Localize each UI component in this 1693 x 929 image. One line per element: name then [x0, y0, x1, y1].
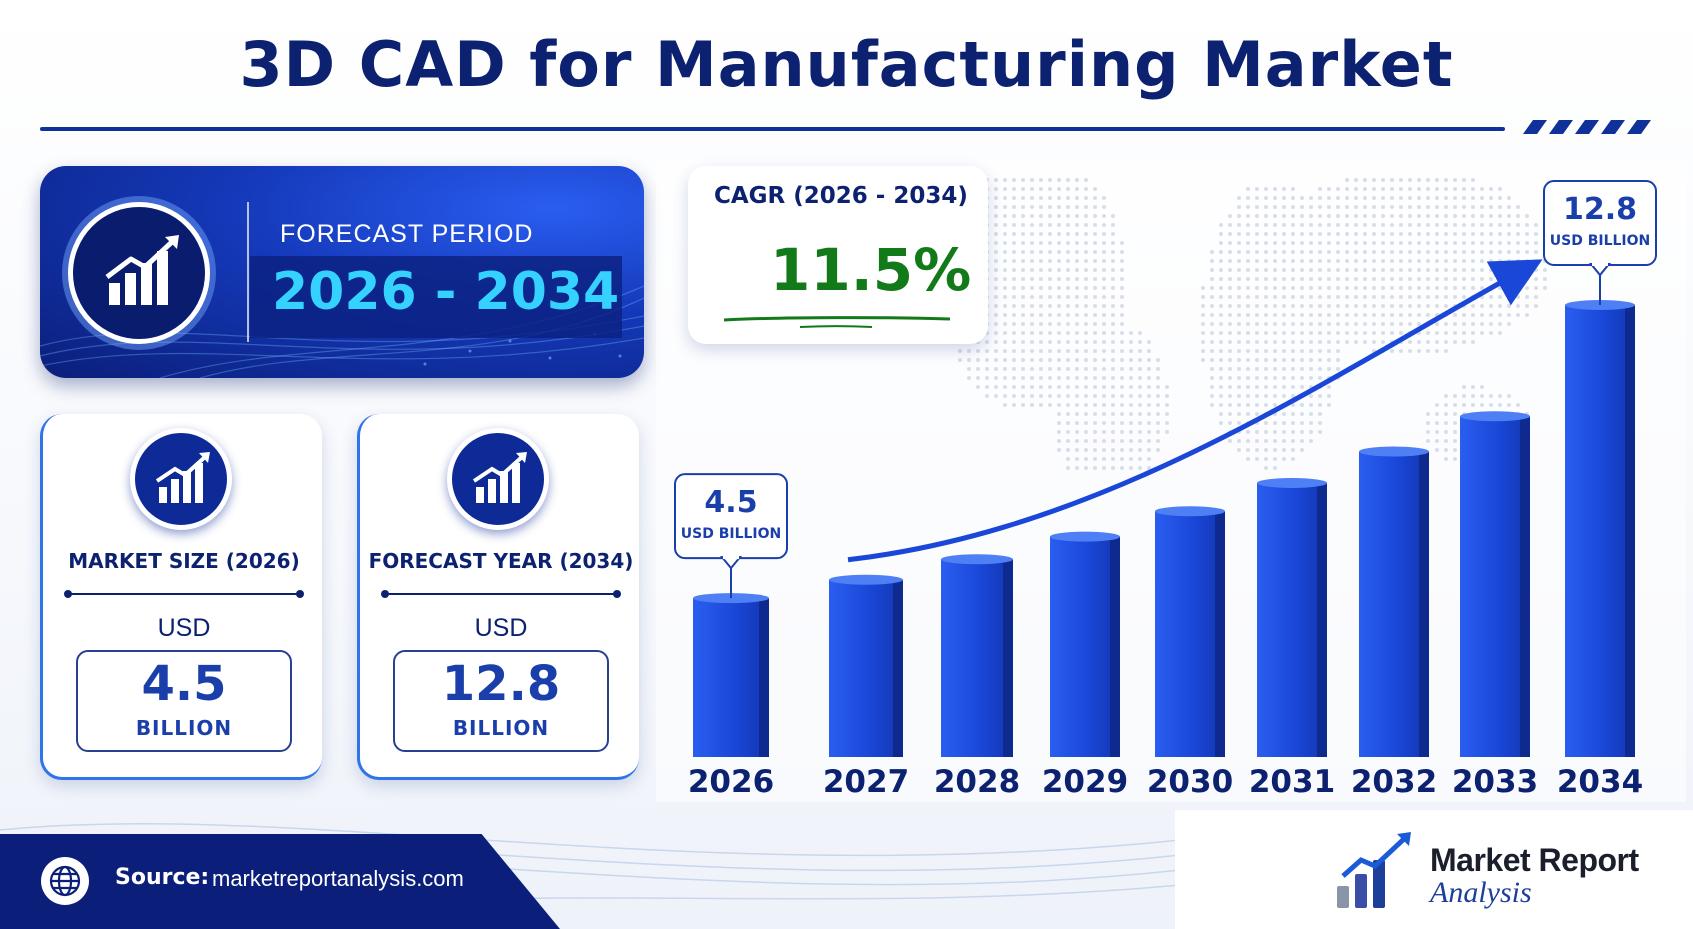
title-divider — [40, 127, 1505, 131]
bar-body — [693, 598, 769, 757]
value-callout-2034: 12.8 USD BILLION — [1543, 180, 1657, 305]
chart-bar-2030 — [1155, 506, 1225, 757]
callout-value: 12.8 — [1563, 192, 1637, 227]
rule-dot — [613, 590, 621, 598]
chart-bar-2028 — [941, 554, 1013, 757]
forecast-year-unit: BILLION — [452, 716, 550, 740]
source-link[interactable]: marketreportanalysis.com — [212, 866, 464, 891]
market-size-title: MARKET SIZE (2026) — [68, 549, 300, 573]
bar-side — [1110, 536, 1120, 757]
bar-cap — [1257, 477, 1327, 488]
x-tick-label-2026: 2026 — [688, 764, 774, 800]
trend-arrow-icon — [1337, 832, 1411, 908]
logo-panel — [1175, 810, 1693, 929]
bar-side — [1317, 482, 1327, 757]
bar-body — [1050, 536, 1120, 757]
bar-side — [1520, 416, 1530, 757]
forecast-year-value: 12.8 — [441, 656, 561, 712]
cagr-underline — [723, 316, 951, 328]
source-label: Source: — [115, 865, 210, 890]
cagr-card — [688, 166, 988, 344]
forecast-year-currency: USD — [474, 614, 528, 642]
bar-body — [829, 579, 903, 757]
callout-value: 4.5 — [704, 485, 757, 520]
x-tick-label-2029: 2029 — [1042, 764, 1128, 800]
growth-chart-icon — [130, 428, 232, 530]
x-tick-label-2034: 2034 — [1557, 764, 1643, 800]
card-rule — [385, 593, 617, 595]
market-size-unit: BILLION — [135, 716, 233, 740]
logo-text-secondary: Analysis — [1430, 876, 1532, 909]
world-map-dots-decoration — [958, 178, 1547, 470]
bar-cap — [1050, 531, 1120, 542]
chart-bar-2034 — [1565, 300, 1635, 757]
x-tick-label-2033: 2033 — [1452, 764, 1538, 800]
globe-icon — [41, 857, 89, 905]
rule-dot — [296, 590, 304, 598]
forecast-period-years: 2026 - 2034 — [272, 262, 620, 322]
x-tick-label-2027: 2027 — [823, 764, 909, 800]
callout-unit: USD BILLION — [1550, 233, 1651, 249]
forecast-years-box — [250, 256, 622, 338]
bar-side — [1003, 559, 1013, 757]
market-size-currency: USD — [157, 614, 211, 642]
value-callout-2026: 4.5 USD BILLION — [674, 473, 788, 599]
cagr-value: 11.5% — [770, 236, 972, 304]
bar-body — [941, 559, 1013, 757]
x-tick-label-2032: 2032 — [1351, 764, 1437, 800]
forecast-year-card: FORECAST YEAR (2034) USD 12.8 BILLION — [357, 414, 639, 780]
title-stripe-decoration — [1523, 120, 1651, 134]
market-size-card: MARKET SIZE (2026) USD 4.5 BILLION — [40, 414, 322, 780]
bar-cap — [1359, 446, 1429, 457]
bar-side — [1419, 451, 1429, 757]
x-tick-label-2031: 2031 — [1249, 764, 1335, 800]
bar-cap — [1155, 506, 1225, 517]
forecast-period-banner: FORECAST PERIOD 2026 - 2034 — [40, 166, 644, 378]
growth-chart-icon — [447, 428, 549, 530]
chart-bar-2027 — [829, 574, 903, 757]
chart-bar-2031 — [1257, 477, 1327, 757]
bar-body — [1155, 511, 1225, 757]
callout-unit: USD BILLION — [681, 526, 782, 542]
x-tick-label-2030: 2030 — [1147, 764, 1233, 800]
bar-body — [1460, 416, 1530, 757]
market-size-value: 4.5 — [141, 656, 227, 712]
bar-side — [1215, 511, 1225, 757]
page-title: 3D CAD for Manufacturing Market — [239, 28, 1454, 101]
chart-bar-2033 — [1460, 411, 1530, 757]
growth-chart-icon — [68, 202, 210, 344]
card-rule — [68, 593, 300, 595]
forecast-year-value-box: 12.8 BILLION — [393, 650, 609, 752]
bar-cap — [1460, 411, 1530, 422]
bar-body — [1257, 482, 1327, 757]
bar-cap — [829, 574, 903, 585]
bar-body — [1565, 305, 1635, 757]
source-band — [0, 834, 560, 929]
bar-body — [1359, 451, 1429, 757]
bar-cap — [941, 554, 1013, 565]
cagr-label: CAGR (2026 - 2034) — [714, 183, 968, 209]
market-size-value-box: 4.5 BILLION — [76, 650, 292, 752]
banner-divider — [247, 202, 249, 342]
bar-side — [893, 579, 903, 757]
forecast-period-label: FORECAST PERIOD — [280, 220, 534, 248]
x-tick-label-2028: 2028 — [934, 764, 1020, 800]
bar-side — [759, 598, 769, 757]
forecast-year-title: FORECAST YEAR (2034) — [368, 549, 634, 573]
logo-text-primary: Market Report — [1430, 842, 1639, 878]
bar-side — [1625, 305, 1635, 757]
chart-bar-2032 — [1359, 446, 1429, 757]
trend-arrow — [847, 259, 1543, 563]
chart-bar-2029 — [1050, 531, 1120, 757]
chart-bar-2026 — [693, 593, 769, 757]
